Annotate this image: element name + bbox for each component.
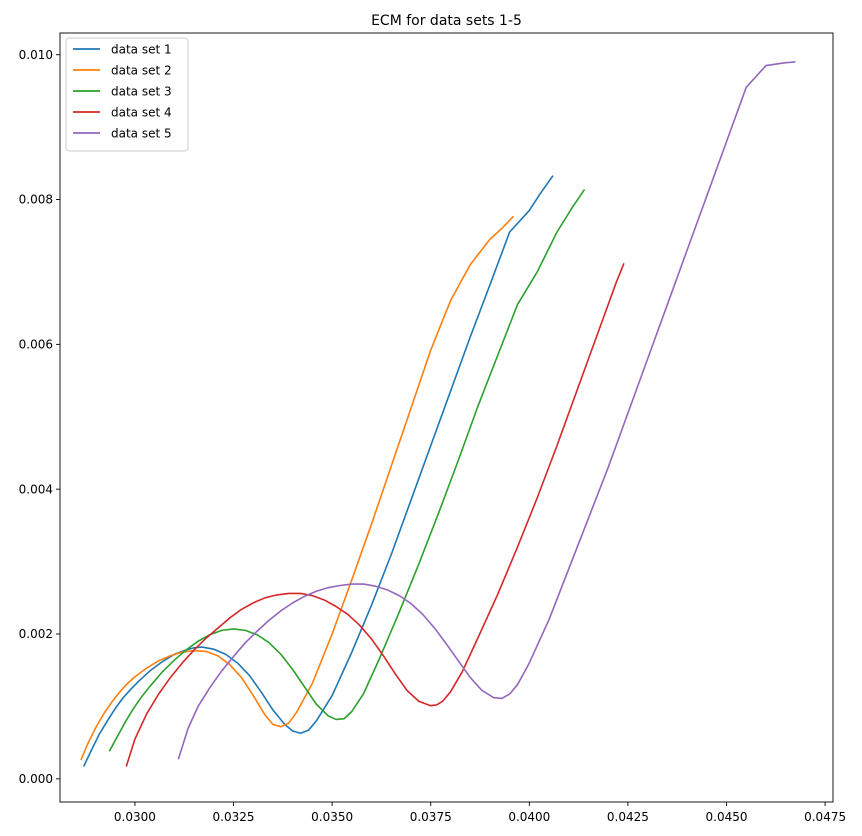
x-tick-label: 0.0475 bbox=[804, 810, 846, 824]
chart-title: ECM for data sets 1-5 bbox=[371, 13, 522, 29]
axes-frame bbox=[59, 32, 834, 803]
series-line-2 bbox=[80, 215, 515, 761]
y-tick-label: 0.008 bbox=[19, 193, 53, 207]
y-tick-label: 0.006 bbox=[19, 338, 53, 352]
series-line-5 bbox=[177, 61, 796, 760]
legend-label-1: data set 1 bbox=[111, 42, 172, 56]
x-tick-label: 0.0300 bbox=[114, 810, 156, 824]
axes-layer: 0.0300 0.0325 0.0350 0.0375 0.0400 0.0425 0.04… bbox=[19, 32, 846, 824]
y-tick-label: 0.000 bbox=[19, 772, 53, 786]
series-line-1 bbox=[82, 175, 554, 767]
x-tick-label: 0.0325 bbox=[213, 810, 255, 824]
x-tick-label: 0.0425 bbox=[607, 810, 649, 824]
y-tick-label: 0.002 bbox=[19, 627, 53, 641]
x-tick-label: 0.0350 bbox=[311, 810, 353, 824]
legend-box bbox=[65, 37, 189, 152]
series-line-3 bbox=[108, 188, 586, 752]
x-tick-label: 0.0400 bbox=[508, 810, 550, 824]
y-tick-label: 0.010 bbox=[19, 48, 53, 62]
series-line-4 bbox=[125, 262, 625, 767]
plot-area: 0.0300 0.0325 0.0350 0.0375 0.0400 0.0425 0.04… bbox=[19, 32, 846, 824]
legend: data set 1 data set 2 data set 3 data set 4… bbox=[65, 37, 189, 152]
legend-label-4: data set 4 bbox=[111, 105, 172, 119]
legend-label-2: data set 2 bbox=[111, 63, 172, 77]
legend-label-5: data set 5 bbox=[111, 126, 172, 140]
x-tick-label: 0.0375 bbox=[410, 810, 452, 824]
legend-label-3: data set 3 bbox=[111, 84, 172, 98]
series-layer bbox=[80, 61, 796, 767]
y-tick-label: 0.004 bbox=[19, 482, 53, 496]
x-tick-label: 0.0450 bbox=[706, 810, 748, 824]
